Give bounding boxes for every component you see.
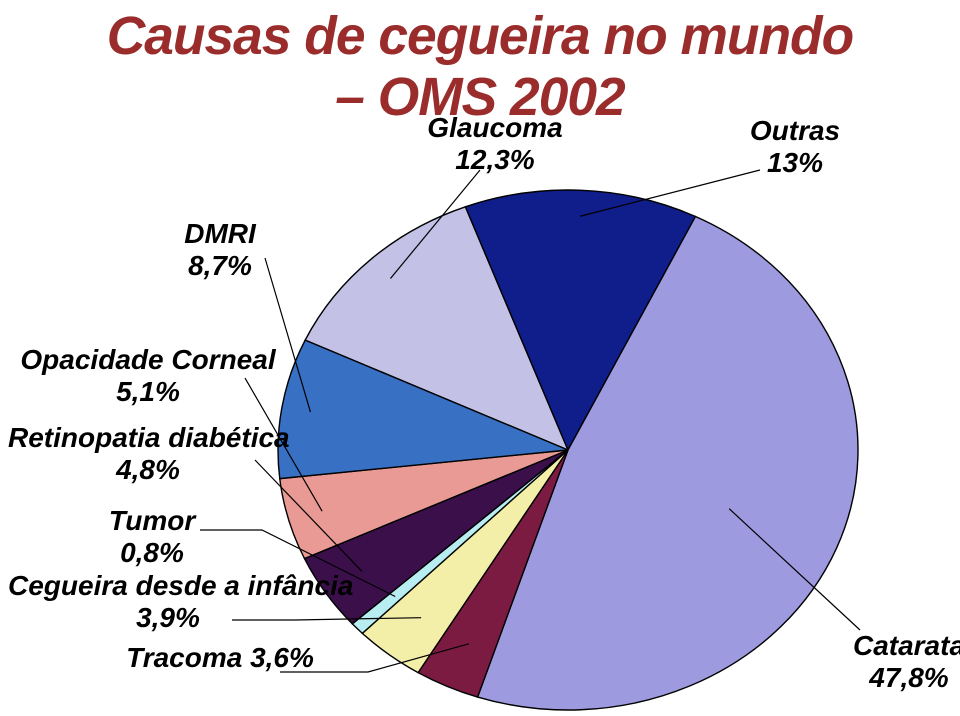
- label-tracoma: Tracoma 3,6%: [90, 642, 350, 674]
- label-glaucoma: Glaucoma 12,3%: [395, 112, 595, 176]
- chart-labels: Glaucoma 12,3% Outras 13% Catarata 47,8% DM…: [0, 0, 960, 716]
- label-outras: Outras 13%: [705, 115, 885, 179]
- slide: { "title": { "line1": "Causas de cegueir…: [0, 0, 960, 716]
- label-cegueira: Cegueira desde a infância 3,9%: [8, 570, 328, 634]
- label-dmri: DMRI 8,7%: [140, 218, 300, 282]
- label-tumor: Tumor 0,8%: [62, 505, 242, 569]
- label-catarata: Catarata 47,8%: [824, 630, 960, 694]
- label-retino: Retinopatia diabética 4,8%: [8, 422, 288, 486]
- label-opacidade: Opacidade Corneal 5,1%: [8, 344, 288, 408]
